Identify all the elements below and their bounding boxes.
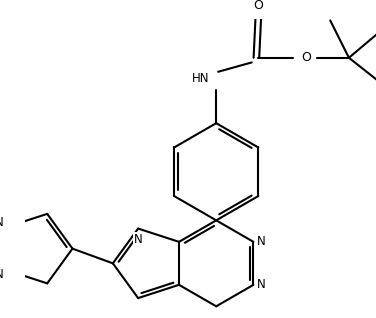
Text: N: N	[134, 233, 143, 246]
Text: O: O	[253, 0, 263, 12]
Text: N: N	[0, 268, 3, 281]
Text: N: N	[0, 216, 3, 229]
Text: N: N	[256, 235, 265, 248]
Text: HN: HN	[192, 72, 209, 85]
Text: N: N	[256, 278, 265, 291]
Text: O: O	[301, 51, 311, 64]
